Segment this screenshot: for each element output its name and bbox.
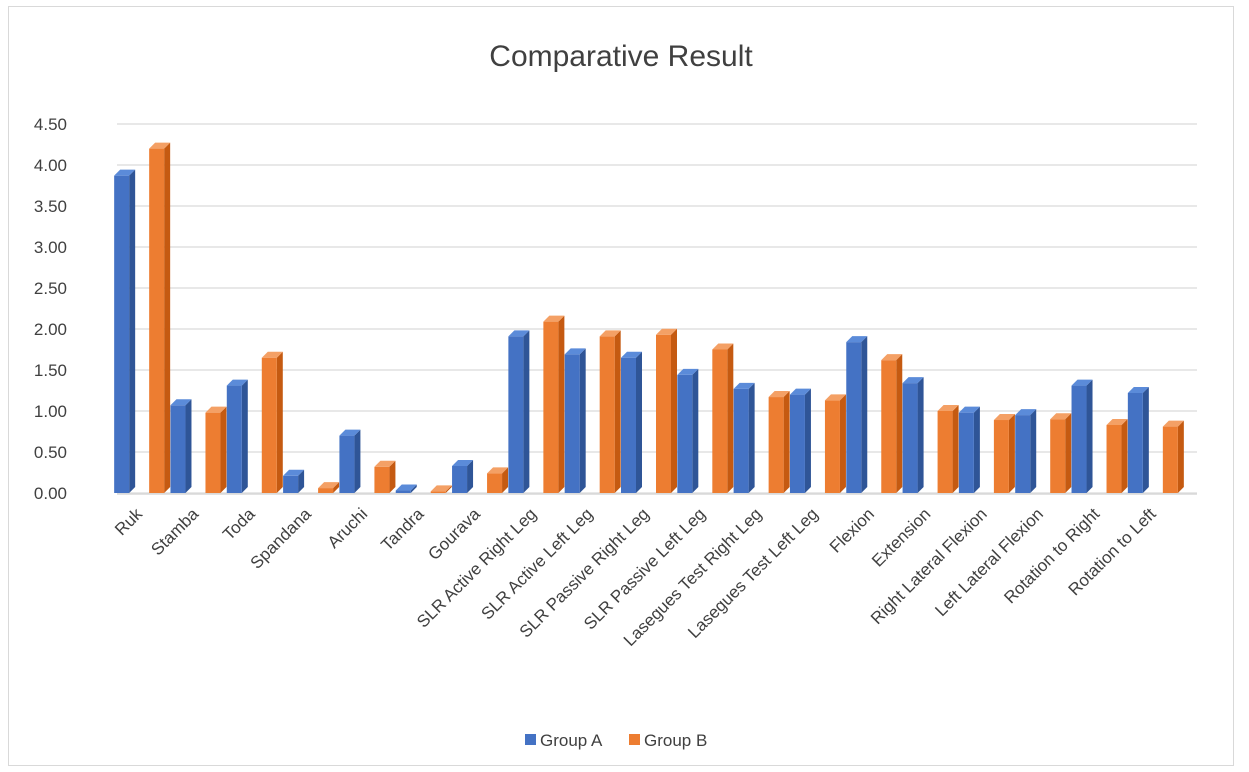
x-category-label: Left Lateral Flexion [931,504,1047,620]
bar-group-b [993,414,1015,493]
bar-group-b [318,482,340,493]
bar-group-a [395,484,417,493]
x-category-label: Toda [219,504,259,544]
bar-group-b [1050,413,1072,493]
bar-group-b [599,330,621,493]
bar-group-b [937,405,959,493]
bar-group-a [621,351,642,493]
bar-group-b [712,343,734,493]
bar-group-b [881,354,903,493]
bar-group-a [789,388,811,493]
y-axis-ticks: 0.00 0.50 1.00 1.50 2.00 2.50 3.00 3.50 4.00 4.50 [34,115,67,503]
gridlines [117,123,1197,495]
x-category-label: Spandana [247,504,316,573]
bar-group-b [430,485,452,493]
bar-group-a [508,330,530,493]
bar-group-a [733,382,755,493]
x-category-label: Aruchi [324,504,372,552]
y-tick-label: 2.00 [34,320,67,339]
legend-swatch-group-b [629,734,640,745]
bar-group-a [1071,379,1093,493]
bars [114,142,1184,493]
y-tick-label: 0.50 [34,443,67,462]
bar-group-b [768,391,790,493]
y-tick-label: 2.50 [34,279,67,298]
bar-group-a [283,469,305,493]
bar-group-a [564,348,586,493]
y-tick-label: 4.50 [34,115,67,134]
bar-group-a [902,377,924,493]
bar-group-b [1106,418,1128,493]
bar-group-a [226,379,248,493]
y-tick-label: 1.50 [34,361,67,380]
bar-group-b [149,142,171,493]
bar-group-a [677,368,699,493]
legend-swatch-group-a [525,734,536,745]
y-tick-label: 3.50 [34,197,67,216]
y-tick-label: 3.00 [34,238,67,257]
bar-group-a [958,406,980,493]
chart-area: Comparative Result 0.00 0.50 1.00 1.50 2.00 2… [8,6,1234,766]
bar-group-b [205,406,227,493]
bar-group-b [261,351,283,493]
legend-label-group-b: Group B [644,731,707,750]
chart-svg: Comparative Result 0.00 0.50 1.00 1.50 2.00 2… [34,40,1197,750]
y-tick-label: 4.00 [34,156,67,175]
bar-group-b [543,315,565,493]
y-tick-label: 0.00 [34,484,67,503]
bar-group-a [114,169,136,493]
bar-group-b [824,394,846,493]
x-category-label: Ruk [111,504,146,539]
bar-group-a [339,429,361,493]
bar-group-a [846,336,868,493]
x-category-label: Rotation to Right [1000,504,1103,607]
bar-group-a [1015,409,1037,493]
bar-group-a [1127,386,1149,493]
bar-group-b [656,328,677,493]
x-category-label: Flexion [826,504,878,556]
y-tick-label: 1.00 [34,402,67,421]
bar-group-a [452,459,474,493]
legend: Group A Group B [525,731,707,750]
bar-group-b [1162,420,1184,493]
bar-group-a [170,399,192,493]
bar-group-b [487,467,509,493]
legend-label-group-a: Group A [540,731,603,750]
bar-group-b [374,460,396,493]
chart-title: Comparative Result [489,40,753,73]
x-category-label: Stamba [147,504,202,559]
x-category-label: Tandra [377,504,428,555]
